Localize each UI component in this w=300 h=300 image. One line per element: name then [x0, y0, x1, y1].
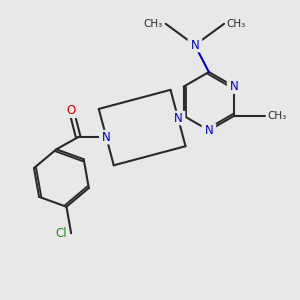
Text: Cl: Cl — [55, 227, 67, 240]
FancyBboxPatch shape — [227, 79, 242, 94]
Text: O: O — [67, 104, 76, 117]
FancyBboxPatch shape — [99, 130, 113, 144]
Text: CH₃: CH₃ — [268, 111, 287, 121]
Text: N: N — [205, 124, 213, 137]
FancyBboxPatch shape — [188, 38, 202, 52]
FancyBboxPatch shape — [64, 103, 79, 118]
Text: CH₃: CH₃ — [144, 19, 163, 29]
Text: N: N — [102, 130, 111, 144]
Text: N: N — [230, 80, 239, 93]
Text: N: N — [174, 112, 182, 124]
Text: CH₃: CH₃ — [227, 19, 246, 29]
Text: N: N — [190, 39, 199, 52]
FancyBboxPatch shape — [171, 111, 185, 125]
FancyBboxPatch shape — [202, 123, 216, 138]
